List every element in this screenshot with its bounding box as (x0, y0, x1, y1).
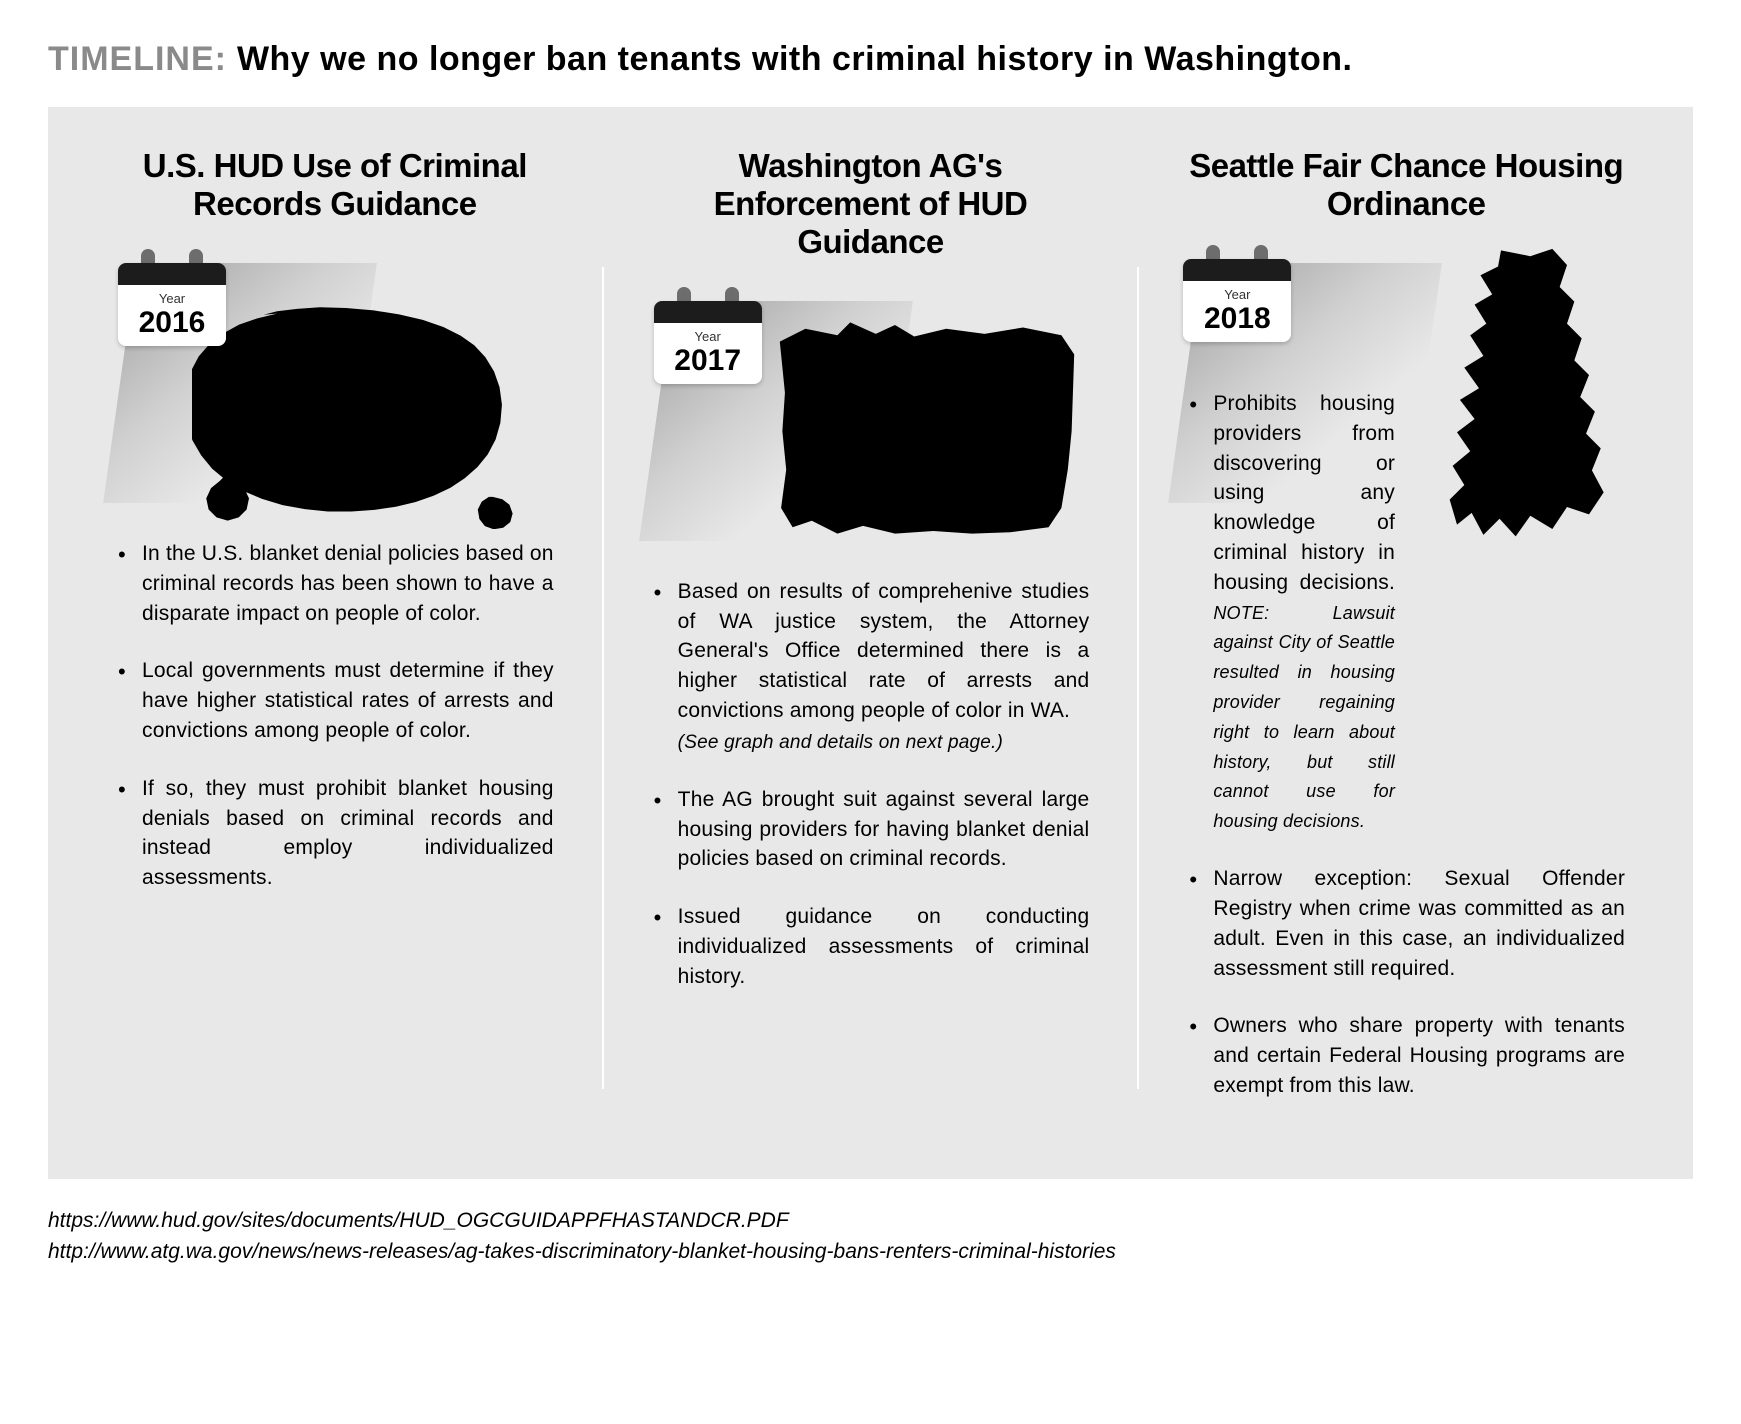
graphic-zone: Year 2017 (644, 287, 1098, 567)
bullet-list: In the U.S. blanket denial policies base… (108, 539, 562, 893)
usa-map-icon (192, 291, 572, 529)
calendar-icon: Year 2017 (654, 297, 762, 405)
timeline-column-2017: Washington AG's Enforcement of HUD Guida… (604, 147, 1138, 1129)
timeline-column-2018: Seattle Fair Chance Housing Ordinance Ye… (1139, 147, 1673, 1129)
bullet-item: Narrow exception: Sexual Offender Regist… (1183, 864, 1625, 983)
washington-map-icon (767, 316, 1087, 546)
page-title: TIMELINE: Why we no longer ban tenants w… (48, 40, 1693, 79)
bullet-subnote: (See graph and details on next page.) (678, 730, 1090, 757)
timeline-column-2016: U.S. HUD Use of Criminal Records Guidanc… (68, 147, 602, 1129)
column-heading: Seattle Fair Chance Housing Ordinance (1179, 147, 1633, 223)
bullet-item: Owners who share property with tenants a… (1183, 1011, 1625, 1100)
bullet-item: In the U.S. blanket denial policies base… (112, 539, 554, 628)
bullet-list: Based on results of comprehenive studies… (644, 577, 1098, 992)
year-label: Year (1183, 287, 1291, 302)
calendar-icon: Year 2016 (118, 259, 226, 367)
bullet-item: The AG brought suit against several larg… (648, 785, 1090, 874)
footer-link: http://www.atg.wa.gov/news/news-releases… (48, 1236, 1693, 1268)
footer-sources: https://www.hud.gov/sites/documents/HUD_… (48, 1205, 1693, 1268)
bullet-item: Based on results of comprehenive studies… (648, 577, 1090, 757)
seattle-map-icon (1413, 243, 1633, 551)
year-value: 2017 (654, 346, 762, 376)
timeline-panel: U.S. HUD Use of Criminal Records Guidanc… (48, 107, 1693, 1179)
bullet-subnote: NOTE: Lawsuit against City of Seattle re… (1213, 603, 1395, 832)
bullet-text: Based on results of comprehenive studies… (678, 580, 1090, 722)
bullet-item: Issued guidance on conducting individual… (648, 902, 1090, 991)
graphic-zone: Year 2016 (108, 249, 562, 529)
year-label: Year (654, 329, 762, 344)
bullet-item: If so, they must prohibit blanket housin… (112, 774, 554, 893)
column-heading: Washington AG's Enforcement of HUD Guida… (644, 147, 1098, 261)
title-main: Why we no longer ban tenants with crimin… (237, 40, 1353, 78)
column-heading: U.S. HUD Use of Criminal Records Guidanc… (108, 147, 562, 223)
calendar-icon: Year 2018 (1183, 255, 1291, 363)
bullet-item: Local governments must determine if they… (112, 656, 554, 745)
title-prefix: TIMELINE: (48, 40, 227, 78)
footer-link: https://www.hud.gov/sites/documents/HUD_… (48, 1205, 1693, 1237)
year-value: 2016 (118, 308, 226, 338)
year-label: Year (118, 291, 226, 306)
year-value: 2018 (1183, 304, 1291, 334)
bullet-text: Prohibits housing providers from discove… (1213, 392, 1395, 594)
